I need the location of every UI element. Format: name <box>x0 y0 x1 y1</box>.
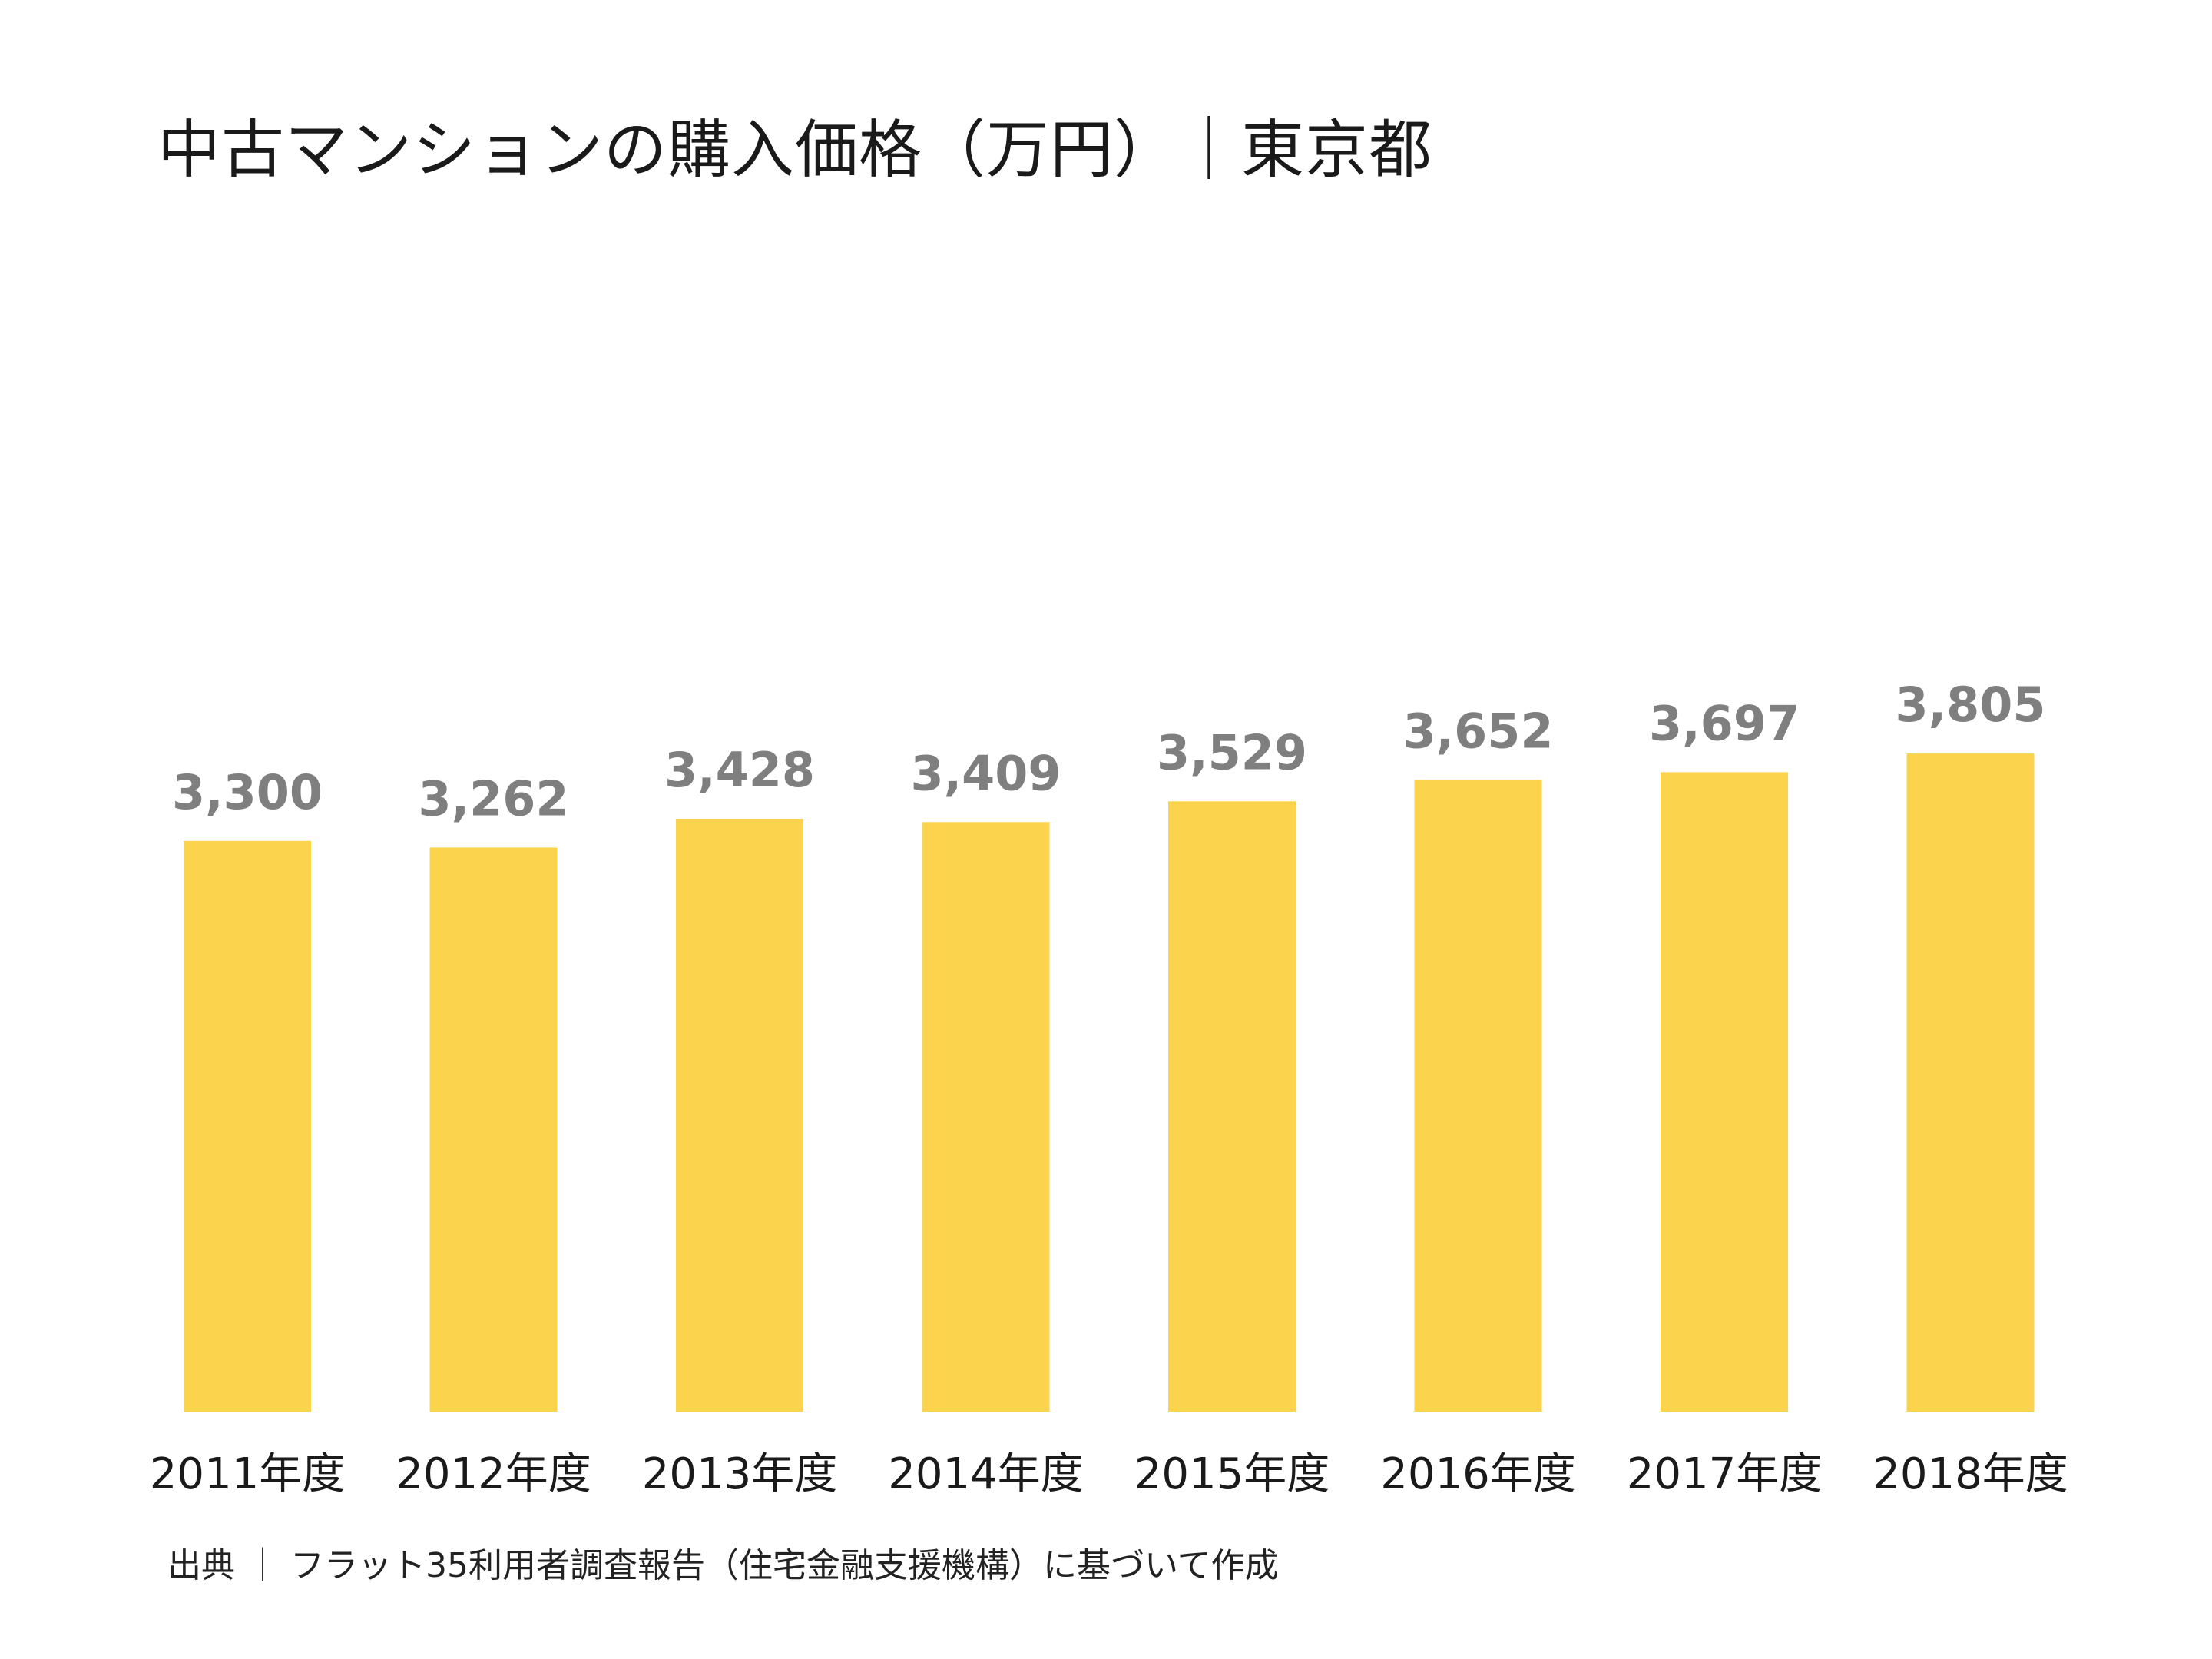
bar-2013年度 <box>676 819 803 1412</box>
bar-2011年度 <box>184 840 311 1412</box>
bar-2014年度 <box>922 822 1050 1412</box>
x-tick-label: 2011年度 <box>150 1449 346 1499</box>
bars-layer <box>184 753 2035 1412</box>
bar-2018年度 <box>1906 753 2035 1412</box>
bar-2016年度 <box>1414 780 1542 1412</box>
bar-2015年度 <box>1168 801 1296 1412</box>
x-tick-label: 2015年度 <box>1134 1449 1330 1499</box>
bar-value-label: 3,697 <box>1649 695 1800 751</box>
chart-title: 中古マンションの購入価格（万円）｜東京都 <box>157 114 1433 187</box>
x-tick-label: 2018年度 <box>1873 1449 2068 1499</box>
source-note: 出典 ｜ フラット35利用者調査報告（住宅金融支援機構）に基づいて作成 <box>167 1546 1279 1585</box>
x-tick-label: 2013年度 <box>642 1449 838 1499</box>
bar-value-label: 3,409 <box>910 745 1061 801</box>
x-tick-label: 2014年度 <box>888 1449 1084 1499</box>
bar-value-label: 3,529 <box>1157 724 1307 780</box>
bar-value-label: 3,805 <box>1895 677 2045 733</box>
x-axis-tick-labels: 2011年度 2012年度 2013年度 2014年度 2015年度 2016年度 2017… <box>150 1449 2068 1499</box>
bar-value-label: 3,428 <box>664 742 815 798</box>
bar-value-label: 3,262 <box>418 770 568 826</box>
value-labels-layer: 3,300 3,262 3,428 3,409 3,529 3,652 3,697 3,805 <box>172 677 2046 826</box>
x-tick-label: 2017年度 <box>1627 1449 1823 1499</box>
bar-2017年度 <box>1661 772 1788 1412</box>
x-tick-label: 2012年度 <box>396 1449 591 1499</box>
bar-value-label: 3,652 <box>1402 704 1553 760</box>
bar-2012年度 <box>429 847 558 1412</box>
bar-value-label: 3,300 <box>172 764 323 820</box>
x-tick-label: 2016年度 <box>1380 1449 1576 1499</box>
